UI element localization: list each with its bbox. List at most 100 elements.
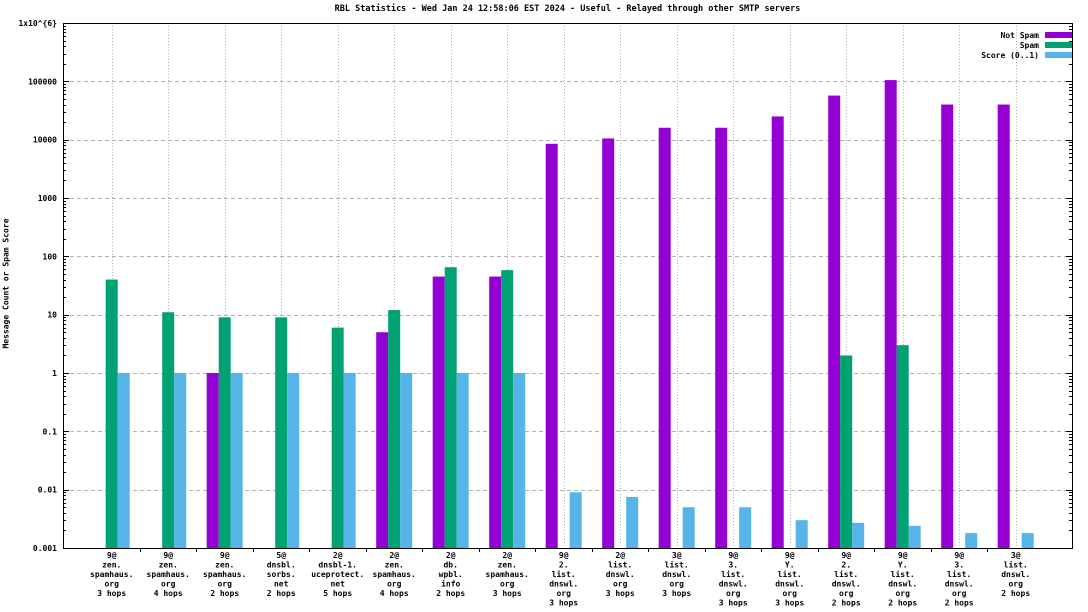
- x-tick-label: 2 hops: [210, 589, 239, 598]
- bar-spam: [444, 267, 457, 548]
- bar-spam: [501, 270, 514, 548]
- x-tick-label: 5@: [276, 551, 286, 560]
- x-tick-label: org: [1008, 580, 1023, 589]
- x-tick-label: org: [782, 589, 797, 598]
- x-tick-label: org: [726, 589, 741, 598]
- x-tick-label: net: [274, 580, 289, 589]
- y-tick-label: 100: [43, 252, 58, 261]
- bar-spam: [331, 327, 344, 548]
- x-tick-label: 2@: [615, 551, 625, 560]
- x-tick-label: sorbs.: [267, 570, 296, 579]
- x-tick-label: 3 hops: [97, 589, 126, 598]
- y-tick-label: 1x10^{6}: [18, 19, 57, 28]
- bar-score: [343, 373, 356, 548]
- bar-spam: [896, 345, 909, 548]
- bar-score: [400, 373, 413, 548]
- x-tick-label: 2@: [446, 551, 456, 560]
- bar-score: [626, 496, 639, 548]
- x-tick-label: Y.: [785, 561, 795, 570]
- bar-not-spam: [828, 95, 841, 548]
- x-tick-label: 2@: [389, 551, 399, 560]
- x-tick-label: wpbl.: [439, 570, 463, 579]
- y-tick-label: 1000: [38, 194, 57, 203]
- x-tick-label: dnswl.: [888, 580, 917, 589]
- x-tick-label: 2 hops: [888, 599, 917, 608]
- x-tick-label: org: [217, 580, 232, 589]
- spam-swatch-icon: [1045, 42, 1072, 48]
- x-tick-label: list.: [552, 569, 576, 579]
- x-tick-label: 3 hops: [606, 589, 635, 598]
- legend: Not Spam Spam Score (0..1): [981, 30, 1072, 60]
- x-tick-label: org: [895, 589, 910, 598]
- bar-not-spam: [489, 276, 502, 548]
- y-tick-label: 100000: [28, 77, 57, 86]
- x-tick-label: org: [387, 580, 402, 589]
- x-tick-label: dnswl.: [606, 570, 635, 579]
- x-tick-label: list.: [1004, 560, 1028, 570]
- y-tick-label: 10000: [33, 136, 57, 145]
- bar-score: [682, 507, 695, 548]
- x-tick-label: 3.: [728, 561, 738, 570]
- bar-score: [965, 533, 978, 548]
- y-tick-label: 0.01: [38, 486, 57, 495]
- x-tick-label: dnswl.: [719, 580, 748, 589]
- x-tick-label: list.: [608, 560, 632, 570]
- bar-not-spam: [602, 138, 615, 549]
- x-tick-label: 3@: [1011, 551, 1021, 560]
- x-tick-label: zen.: [215, 561, 234, 570]
- x-tick-label: 2.: [559, 561, 569, 570]
- bar-score: [456, 373, 469, 548]
- x-tick-label: 2 hops: [436, 589, 465, 598]
- bar-spam: [105, 279, 118, 548]
- x-tick-label: 9@: [559, 551, 569, 560]
- x-tick-label: 4 hops: [154, 589, 183, 598]
- bar-not-spam: [376, 332, 389, 548]
- x-tick-label: spamhaus.: [373, 570, 416, 579]
- legend-label-score: Score (0..1): [981, 50, 1039, 60]
- y-tick-label: 0.001: [33, 544, 57, 553]
- x-tick-label: org: [669, 580, 684, 589]
- x-tick-label: dnsbl-1.: [318, 561, 357, 570]
- x-tick-label: 3.: [954, 561, 964, 570]
- bar-spam: [218, 317, 231, 548]
- x-tick-label: org: [161, 580, 176, 589]
- x-tick-label: 2@: [502, 551, 512, 560]
- x-tick-label: 4 hops: [380, 589, 409, 598]
- x-tick-label: list.: [947, 569, 971, 579]
- bar-spam: [275, 317, 288, 548]
- bar-not-spam: [771, 116, 784, 549]
- x-tick-label: spamhaus.: [203, 570, 246, 579]
- x-tick-label: zen.: [498, 561, 517, 570]
- bar-not-spam: [884, 80, 897, 548]
- plot-border: [63, 23, 1073, 549]
- x-tick-label: list.: [721, 569, 745, 579]
- x-tick-label: zen.: [385, 561, 404, 570]
- legend-entry-not-spam: Not Spam: [981, 30, 1072, 40]
- x-tick-label: spamhaus.: [147, 570, 190, 579]
- x-tick-label: dnswl.: [945, 580, 974, 589]
- x-tick-label: zen.: [159, 561, 178, 570]
- x-tick-label: dnswl.: [662, 570, 691, 579]
- x-tick-label: 2@: [333, 551, 343, 560]
- x-tick-label: info: [441, 579, 460, 589]
- x-tick-label: 2.: [841, 561, 851, 570]
- x-tick-label: org: [556, 589, 571, 598]
- x-tick-label: 9@: [898, 551, 908, 560]
- x-tick-label: 2 hops: [1001, 589, 1030, 598]
- x-tick-label: dnswl.: [832, 580, 861, 589]
- x-tick-label: org: [104, 580, 119, 589]
- bar-not-spam: [941, 104, 954, 548]
- bar-score: [513, 373, 526, 548]
- x-tick-label: 9@: [728, 551, 738, 560]
- bar-score: [739, 507, 752, 548]
- x-tick-label: 9@: [107, 551, 117, 560]
- x-tick-label: dnswl.: [549, 580, 578, 589]
- x-tick-label: org: [839, 589, 854, 598]
- bar-score: [174, 373, 187, 548]
- x-tick-label: db.: [443, 561, 457, 570]
- bar-spam: [840, 355, 853, 548]
- bar-not-spam: [545, 143, 558, 549]
- chart-title: RBL Statistics - Wed Jan 24 12:58:06 EST…: [334, 4, 801, 14]
